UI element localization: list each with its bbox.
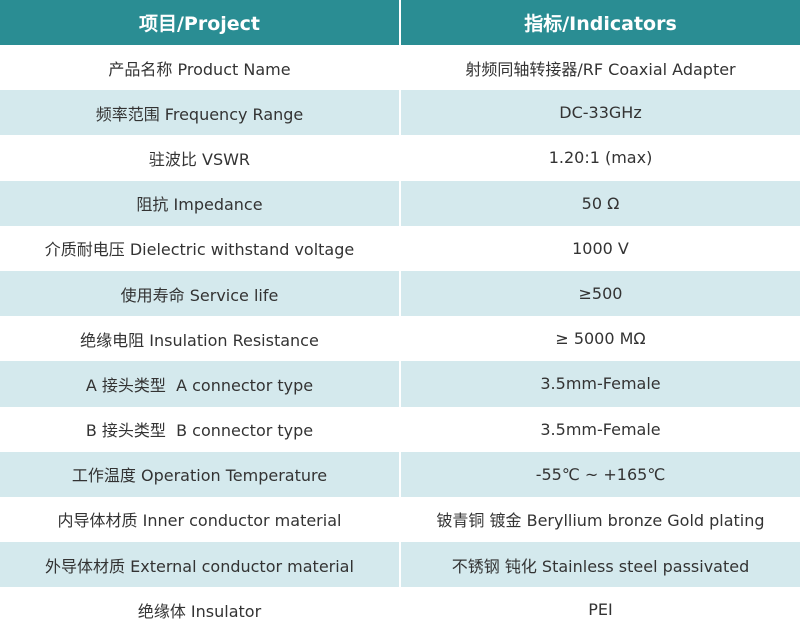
table-cell: 1.20:1 (max) [548, 148, 653, 168]
table-cell: 3.5mm-Female [540, 419, 661, 439]
header-cell: 项目/Project [0, 0, 399, 45]
table-cell: 驻波比 VSWR [148, 149, 251, 169]
table-cell: -55℃ ~ +165℃ [401, 451, 800, 497]
table-cell: 50 Ω [401, 180, 800, 226]
table-cell: 工作温度 Operation Temperature [0, 451, 399, 497]
table-cell: 外导体材质 External conductor material [0, 542, 399, 588]
table-cell: PEI [588, 600, 613, 620]
table-cell: 绝缘体 Insulator [137, 601, 262, 621]
table-cell: 内导体材质 Inner conductor material [57, 511, 342, 531]
table-cell: 阻抗 Impedance [0, 180, 399, 226]
header-cell: 指标/Indicators [401, 0, 800, 45]
table-cell: 使用寿命 Service life [0, 270, 399, 317]
table-cell: 频率范围 Frequency Range [0, 90, 399, 136]
table-cell: B 接头类型 B connector type [85, 421, 314, 441]
table-cell: 3.5mm-Female [401, 361, 800, 407]
table-cell: 1000 V [572, 238, 629, 258]
table-cell: A 接头类型 A connector type [0, 361, 399, 407]
table-cell: 铍青铜 镀金 Beryllium bronze Gold plating [436, 511, 765, 531]
table-cell: 绝缘电阻 Insulation Resistance [80, 330, 319, 350]
table-cell: 不锈钢 钝化 Stainless steel passivated [401, 542, 800, 588]
table-cell: ≥500 [401, 270, 800, 317]
table-cell: DC-33GHz [401, 90, 800, 136]
table-cell: 产品名称 Product Name [108, 59, 291, 79]
table-cell: ≥ 5000 MΩ [555, 329, 646, 349]
table-cell: 介质耐电压 Dielectric withstand voltage [44, 240, 355, 260]
table-cell: 射频同轴转接器/RF Coaxial Adapter [465, 59, 736, 79]
